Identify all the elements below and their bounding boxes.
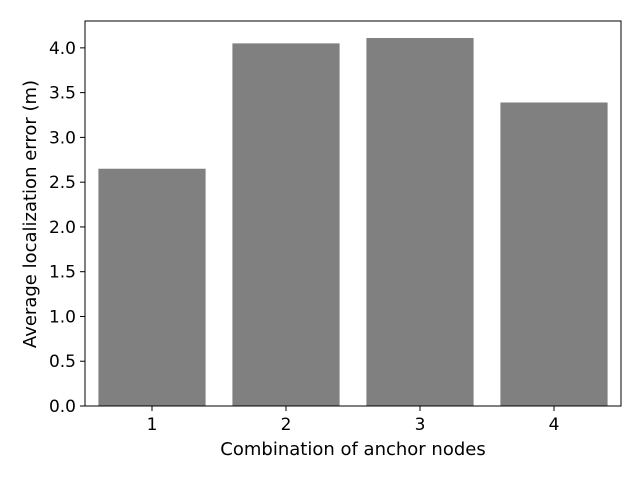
y-axis-label: Average localization error (m) xyxy=(20,80,41,348)
y-tick-label: 1.0 xyxy=(49,307,76,327)
x-tick-label: 1 xyxy=(147,415,158,435)
y-tick-label: 2.0 xyxy=(49,218,76,238)
bar-3 xyxy=(366,38,474,406)
y-tick-label: 1.5 xyxy=(49,263,76,283)
x-axis-ticks: 1 2 3 4 xyxy=(147,406,560,435)
bars-group xyxy=(98,38,608,406)
x-tick-label: 2 xyxy=(281,415,292,435)
y-tick-label: 2.5 xyxy=(49,173,76,193)
y-tick-label: 0.0 xyxy=(49,397,76,417)
bar-2 xyxy=(232,43,340,406)
plot-frame xyxy=(84,20,622,407)
x-tick-label: 4 xyxy=(549,415,560,435)
y-axis-ticks: 0.0 0.5 1.0 1.5 2.0 2.5 3.0 3.5 4.0 xyxy=(49,39,85,417)
y-tick-label: 3.0 xyxy=(49,128,76,148)
bar-4 xyxy=(500,102,608,406)
y-tick-label: 4.0 xyxy=(49,39,76,59)
y-tick-label: 3.5 xyxy=(49,84,76,104)
bar-1 xyxy=(98,168,206,406)
y-tick-label: 0.5 xyxy=(49,352,76,372)
x-tick-label: 3 xyxy=(415,415,426,435)
x-axis-label: Combination of anchor nodes xyxy=(220,439,485,460)
